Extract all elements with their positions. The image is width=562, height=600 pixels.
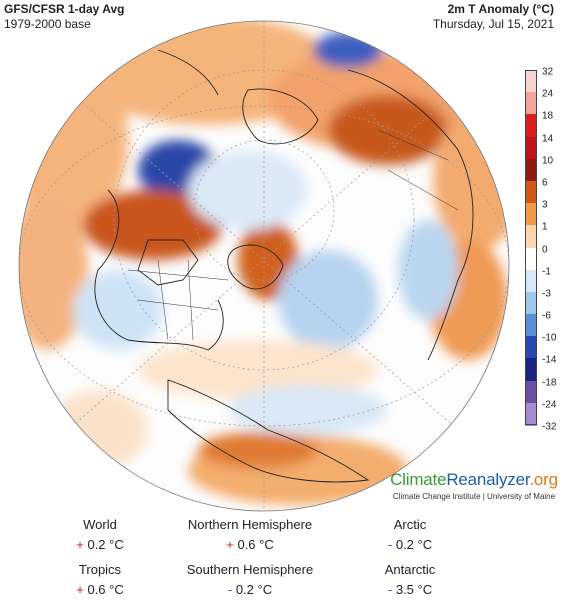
color-legend: 32 24 18 14 10 6 3 1 0 -1 -3 -6 -10 -14 -18 -24 -32 [522,66,562,433]
legend-label: -14 [542,354,557,366]
stat-arctic: Arctic - 0.2 °C [370,515,450,555]
stat-arctic-label: Arctic [393,517,427,532]
legend-label: 18 [542,110,554,122]
legend-label: 10 [542,155,554,167]
stat-tropics: Tropics + 0.6 °C [60,560,140,600]
legend-label: -32 [542,421,557,433]
coastlines [94,49,474,483]
brand-reanalyzer: Reanalyzer [446,470,530,489]
legend-label: -10 [542,332,557,344]
map-date: Thursday, Jul 15, 2021 [432,17,554,31]
legend-swatch [525,158,537,182]
stat-antarctic-sign: - [387,582,393,597]
stat-arctic-value: 0.2 °C [395,537,433,552]
stat-sh-sign: - [227,582,233,597]
anomaly-globe [8,10,520,522]
stat-world: World + 0.2 °C [60,515,140,555]
stat-tropics-sign: + [76,582,84,597]
legend-label: -3 [542,288,551,300]
legend-swatch [525,225,537,248]
legend-label: -24 [542,399,557,411]
header-right: 2m T Anomaly (°C) Thursday, Jul 15, 2021 [433,2,554,32]
legend-label: -18 [542,377,557,389]
legend-swatch [525,203,537,226]
stat-antarctic-value: 3.5 °C [395,582,433,597]
legend-swatch [525,114,537,138]
stat-nh: Northern Hemisphere + 0.6 °C [180,515,320,555]
legend-label: 6 [542,177,548,189]
legend-swatch [525,180,537,204]
legend-swatch [525,358,537,382]
legend-label: 3 [542,199,548,211]
legend-label: 32 [542,66,554,78]
legend-swatch [525,136,537,160]
stat-nh-sign: + [226,537,234,552]
legend-swatch [525,380,537,404]
brand-subtitle: Climate Change Institute | University of… [392,492,556,501]
stat-world-sign: + [76,537,84,552]
stat-antarctic-label: Antarctic [384,562,436,577]
legend-swatch [525,247,537,271]
legend-swatch [525,336,537,359]
map-title: GFS/CFSR 1-day Avg [4,2,125,16]
legend-swatch [525,70,537,93]
brand-org: .org [529,470,558,489]
legend-swatch [525,92,537,115]
stat-arctic-sign: - [387,537,393,552]
stat-antarctic: Antarctic - 3.5 °C [370,560,450,600]
brand-climate: Climate [390,470,447,489]
legend-label: 0 [542,244,548,255]
legend-label: -6 [542,310,551,322]
base-period: 1979-2000 base [4,17,91,31]
variable-title: 2m T Anomaly (°C) [447,2,554,16]
brand-logo-text[interactable]: ClimateReanalyzer.org [388,470,560,490]
stat-world-label: World [83,517,117,532]
stat-sh: Southern Hemisphere - 0.2 °C [180,560,320,600]
graticule [19,21,509,511]
legend-swatch [525,314,537,337]
globe-map [18,20,510,512]
legend-label: 24 [542,88,554,100]
borders [127,129,459,341]
legend-swatch [525,269,537,293]
legend-swatch [525,402,537,426]
stat-tropics-value: 0.6 °C [87,582,124,597]
stat-tropics-label: Tropics [78,562,122,577]
stat-nh-label: Northern Hemisphere [187,517,313,532]
legend-label: -1 [542,266,551,278]
header-left: GFS/CFSR 1-day Avg 1979-2000 base [4,2,124,32]
stat-nh-value: 0.6 °C [237,537,274,552]
stat-sh-label: Southern Hemisphere [186,562,314,577]
stat-sh-value: 0.2 °C [235,582,273,597]
legend-label: 14 [542,133,554,145]
stat-world-value: 0.2 °C [87,537,124,552]
legend-label: 1 [542,221,548,233]
brand-block: ClimateReanalyzer.org Climate Change Ins… [388,470,560,501]
legend-swatch [525,291,537,315]
